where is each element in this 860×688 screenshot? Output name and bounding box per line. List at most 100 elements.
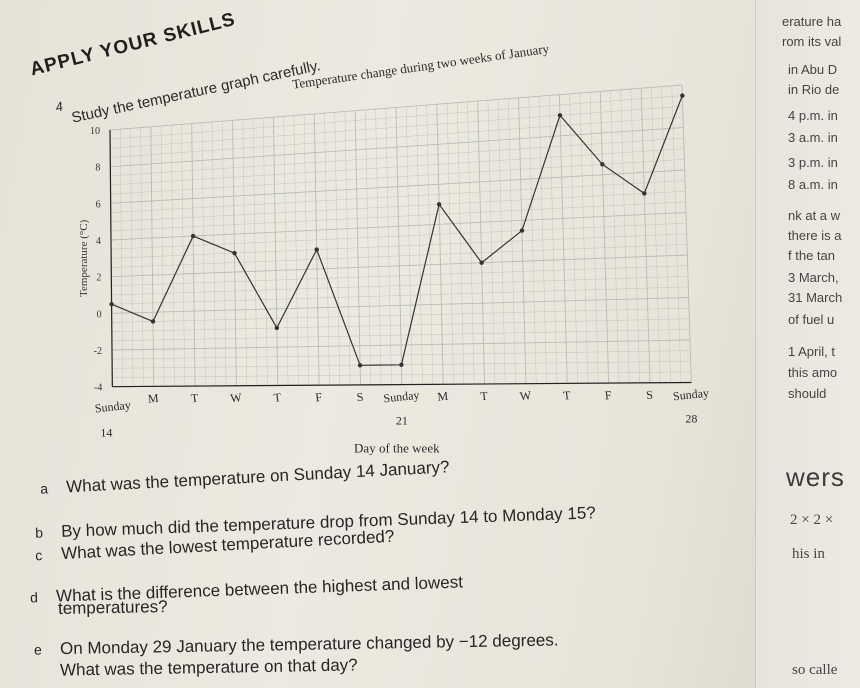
y-axis-label: Temperature (°C) xyxy=(78,219,90,297)
data-point xyxy=(150,319,156,324)
x-tick-label: S xyxy=(646,388,654,403)
data-point xyxy=(314,247,319,252)
question-letter: a xyxy=(39,480,49,497)
x-axis xyxy=(112,381,692,388)
grid-line-horizontal xyxy=(111,276,689,296)
grid-line-horizontal xyxy=(110,106,683,149)
adjacent-text-line: 3 p.m. in xyxy=(788,155,838,170)
y-tick-label: -2 xyxy=(94,346,102,357)
adjacent-text-line: in Rio de xyxy=(788,82,840,97)
grid-line-horizontal xyxy=(110,212,687,241)
y-tick-label: 8 xyxy=(95,163,100,174)
adjacent-text-line: 3 a.m. in xyxy=(788,130,838,145)
y-tick-label: 6 xyxy=(96,199,101,210)
grid-line-horizontal xyxy=(110,148,685,186)
data-point xyxy=(190,233,196,239)
grid-line-horizontal xyxy=(111,297,689,314)
data-point xyxy=(642,191,647,196)
x-tick-label: M xyxy=(147,391,159,406)
data-point xyxy=(357,363,363,368)
y-tick-label: 2 xyxy=(96,273,101,284)
grid-line-horizontal xyxy=(110,116,684,158)
question-letter: c xyxy=(34,547,43,564)
grid-line-horizontal xyxy=(110,180,686,213)
grid-line-horizontal xyxy=(111,233,687,259)
grid-line-horizontal xyxy=(111,254,688,278)
adjacent-text-line: 8 a.m. in xyxy=(788,177,838,192)
adjacent-text-line: 4 p.m. in xyxy=(788,108,838,123)
grid-line-horizontal xyxy=(110,137,684,177)
adjacent-text-line: of fuel u xyxy=(788,312,835,327)
x-tick-label: T xyxy=(480,389,489,404)
data-point xyxy=(557,113,563,118)
data-point xyxy=(399,362,404,367)
x-tick-label: Sunday xyxy=(672,386,709,404)
grid-line-horizontal xyxy=(111,329,690,342)
adjacent-text-line: this amo xyxy=(788,365,838,380)
question-letter: e xyxy=(33,641,42,658)
grid-line-horizontal xyxy=(110,191,686,222)
grid-line-horizontal xyxy=(110,95,683,140)
question-text: temperatures? xyxy=(57,597,168,618)
grid-line-horizontal xyxy=(112,371,692,378)
adjacent-text-fragment: so calle xyxy=(792,662,838,678)
data-point xyxy=(109,301,114,307)
adjacent-text-line: 3 March, xyxy=(788,270,839,285)
x-tick-label: T xyxy=(190,391,199,406)
x-tick-label: M xyxy=(437,389,449,404)
x-date-label: 14 xyxy=(100,426,112,440)
data-point xyxy=(519,228,525,233)
question-text: What was the temperature on that day? xyxy=(59,655,358,680)
x-date-label: 28 xyxy=(685,412,697,426)
adjacent-text-line: erature ha xyxy=(782,14,842,29)
adjacent-page-strip xyxy=(755,0,860,688)
x-tick-label: Sunday xyxy=(383,388,420,406)
x-tick-label: W xyxy=(230,390,243,405)
grid-line-horizontal xyxy=(111,222,687,250)
chart-title: Temperature change during two weeks of J… xyxy=(291,41,550,92)
data-point xyxy=(680,93,685,98)
y-axis xyxy=(109,129,113,387)
adjacent-text-line: nk at a w xyxy=(788,208,841,223)
question-d-continued: temperatures? xyxy=(58,597,168,619)
adjacent-text-line: in Abu D xyxy=(788,62,838,77)
y-tick-label: -4 xyxy=(94,383,102,394)
question-letter: b xyxy=(34,524,44,541)
x-tick-label: F xyxy=(604,388,612,403)
grid-line-horizontal xyxy=(110,201,686,232)
adjacent-text-line: should xyxy=(788,386,827,401)
x-tick-label: S xyxy=(356,390,364,405)
adjacent-text-line: 31 March xyxy=(788,290,843,305)
data-point xyxy=(274,325,280,331)
adjacent-text-fragment: his in xyxy=(792,546,825,562)
adjacent-text-line: 1 April, t xyxy=(788,344,835,359)
x-tick-label: Sunday xyxy=(94,398,131,416)
y-tick-label: 4 xyxy=(96,236,101,247)
data-point xyxy=(436,202,442,207)
x-tick-label: T xyxy=(562,388,571,403)
x-date-label: 21 xyxy=(396,414,408,428)
grid-line-horizontal xyxy=(111,286,689,305)
grid-line-horizontal xyxy=(111,244,688,268)
question-letter: d xyxy=(29,589,39,606)
grid-line-horizontal xyxy=(111,318,690,332)
grid-line-horizontal xyxy=(111,307,690,323)
grid-line-horizontal xyxy=(109,84,683,131)
grid-line-horizontal xyxy=(110,169,685,204)
grid-line-horizontal xyxy=(112,350,691,360)
x-tick-label: W xyxy=(519,388,532,403)
y-tick-label: 0 xyxy=(97,309,102,320)
grid-line-horizontal xyxy=(111,265,688,287)
formula-fragment: 2 × 2 × xyxy=(790,512,834,528)
grid-line-horizontal xyxy=(111,339,691,351)
data-point xyxy=(600,162,605,167)
x-tick-label: T xyxy=(273,390,282,405)
adjacent-text-line: there is a xyxy=(788,228,842,243)
grid-line-horizontal xyxy=(110,127,684,168)
y-tick-label: 10 xyxy=(90,126,100,137)
answers-heading-fragment: wers xyxy=(786,462,845,492)
x-tick-label: F xyxy=(315,390,323,405)
